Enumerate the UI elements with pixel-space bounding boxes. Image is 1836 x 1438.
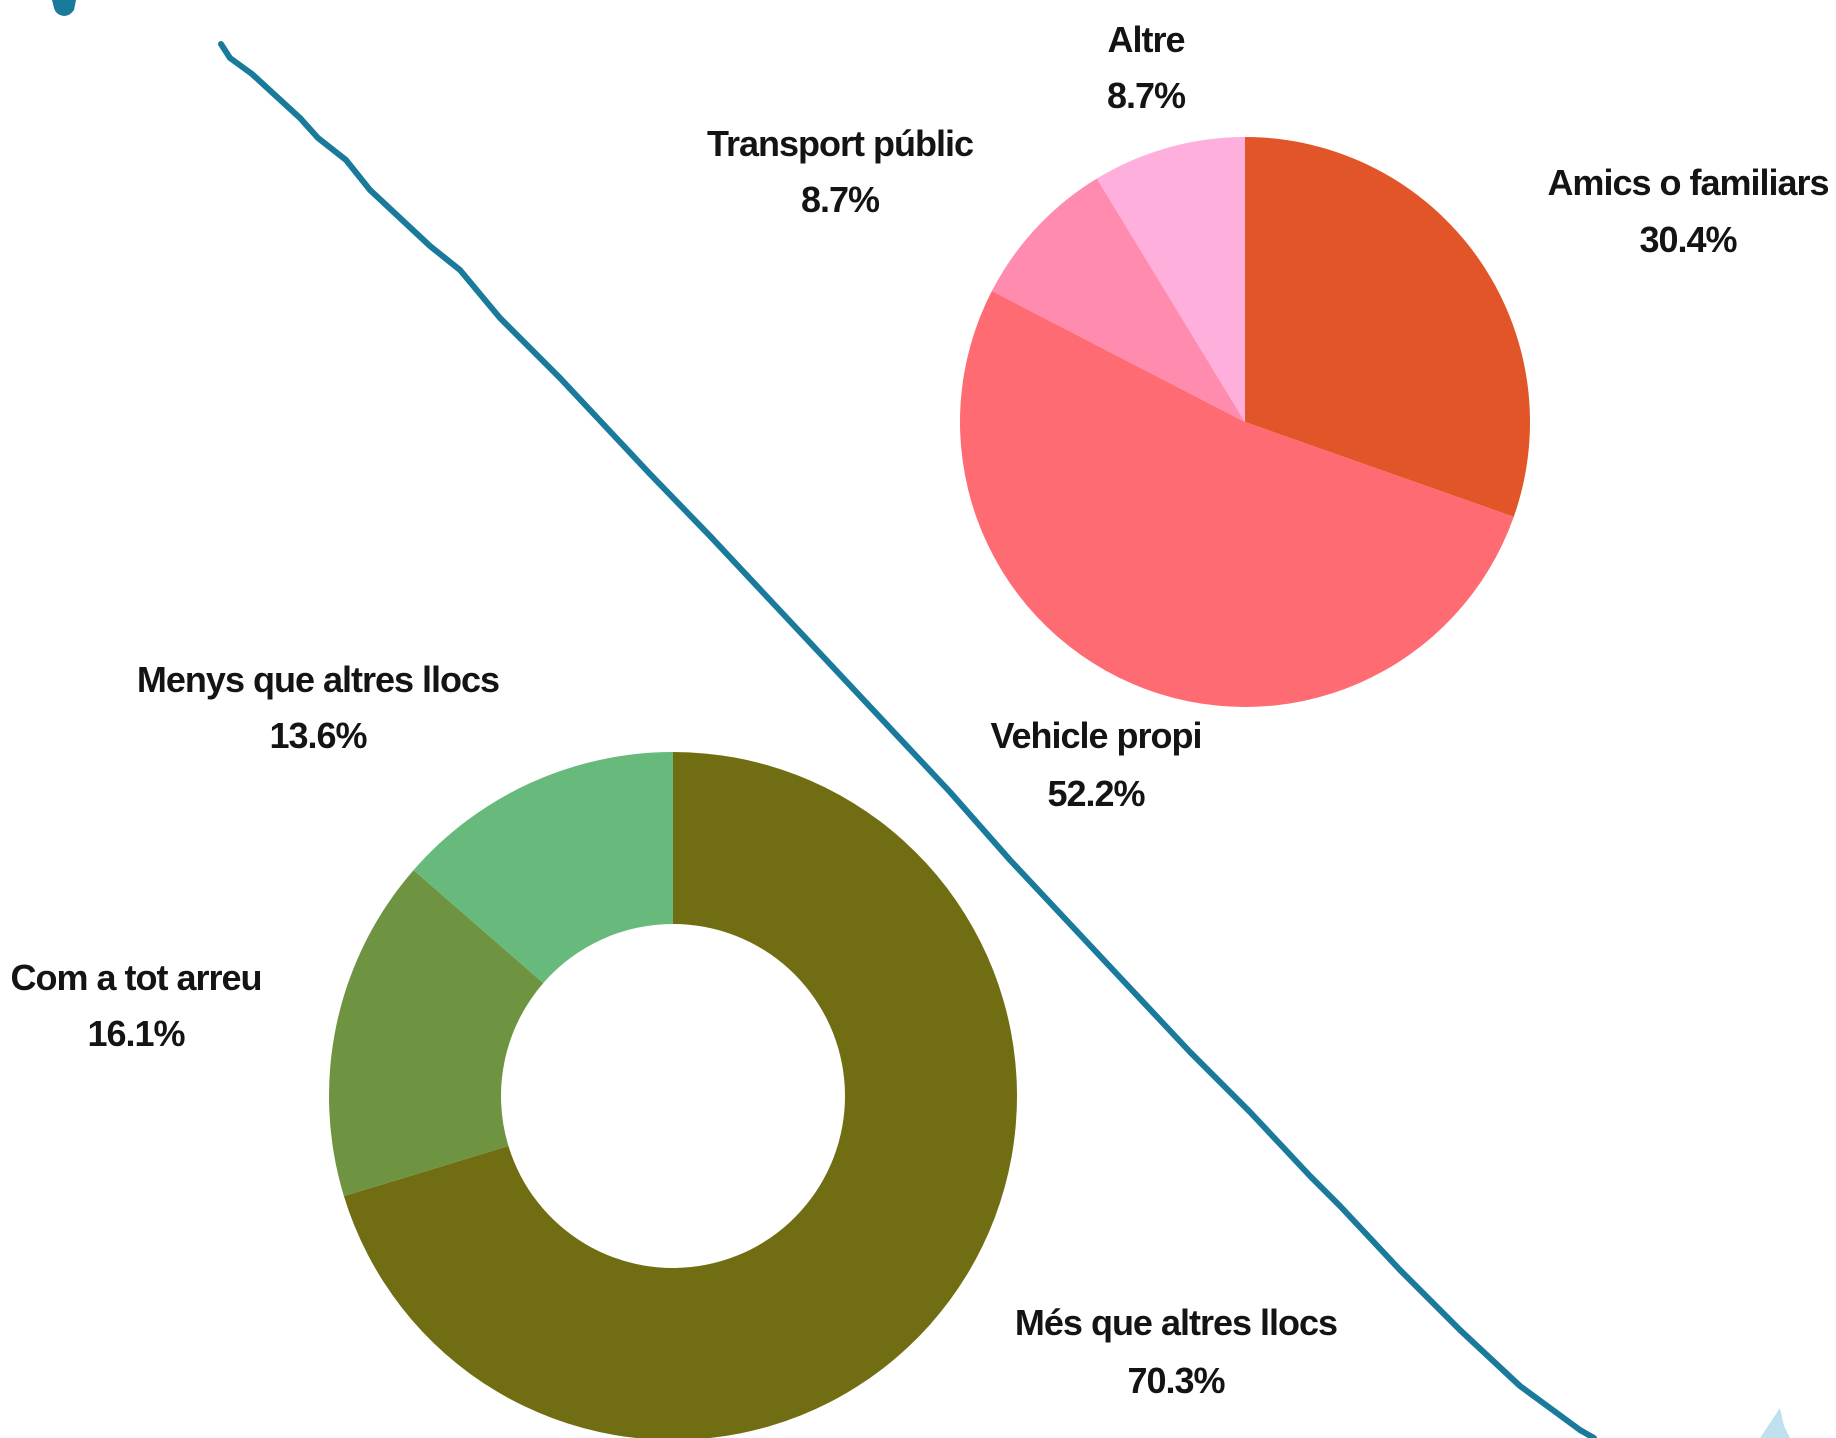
pie-value-transport-public: 8.7% — [801, 179, 880, 220]
pie-label-altre: Altre — [1107, 19, 1184, 60]
pie-slice-altre — [1096, 137, 1245, 422]
pie-labels: Altre 8.7% Transport públic 8.7% Amics o… — [707, 19, 1830, 814]
donut-value-mes: 70.3% — [1127, 1360, 1225, 1401]
donut-value-com-a-tot-arreu: 16.1% — [87, 1013, 185, 1054]
donut-value-menys: 13.6% — [269, 715, 367, 756]
pie-value-vehicle-propi: 52.2% — [1047, 773, 1145, 814]
diagonal-divider-line — [218, 41, 1597, 1438]
donut-slice-com-a-tot-arreu — [329, 870, 544, 1197]
pie-label-amics-o-familiars: Amics o familiars — [1547, 162, 1828, 203]
corner-decoration — [1760, 1408, 1790, 1438]
pie-value-altre: 8.7% — [1107, 75, 1186, 116]
donut-label-com-a-tot-arreu: Com a tot arreu — [10, 957, 261, 998]
donut-label-mes: Més que altres llocs — [1015, 1302, 1337, 1343]
pie-slice-vehicle-propi — [960, 291, 1514, 707]
corner-dot — [52, 0, 76, 16]
donut-slice-menys-que-altres-llocs — [413, 752, 673, 984]
donut-slice-mes-que-altres-llocs — [343, 752, 1017, 1438]
pie-value-amics-o-familiars: 30.4% — [1639, 219, 1737, 260]
transport-pie-chart — [960, 137, 1531, 707]
donut-labels: Menys que altres llocs 13.6% Com a tot a… — [10, 659, 1338, 1401]
pie-label-transport-public: Transport públic — [707, 123, 973, 164]
pie-slice-amics-o-familiars — [1245, 137, 1531, 517]
perception-donut-chart — [329, 752, 1017, 1438]
pie-label-vehicle-propi: Vehicle propi — [990, 715, 1201, 756]
pie-slice-transport-public — [991, 178, 1245, 422]
donut-label-menys: Menys que altres llocs — [137, 659, 499, 700]
